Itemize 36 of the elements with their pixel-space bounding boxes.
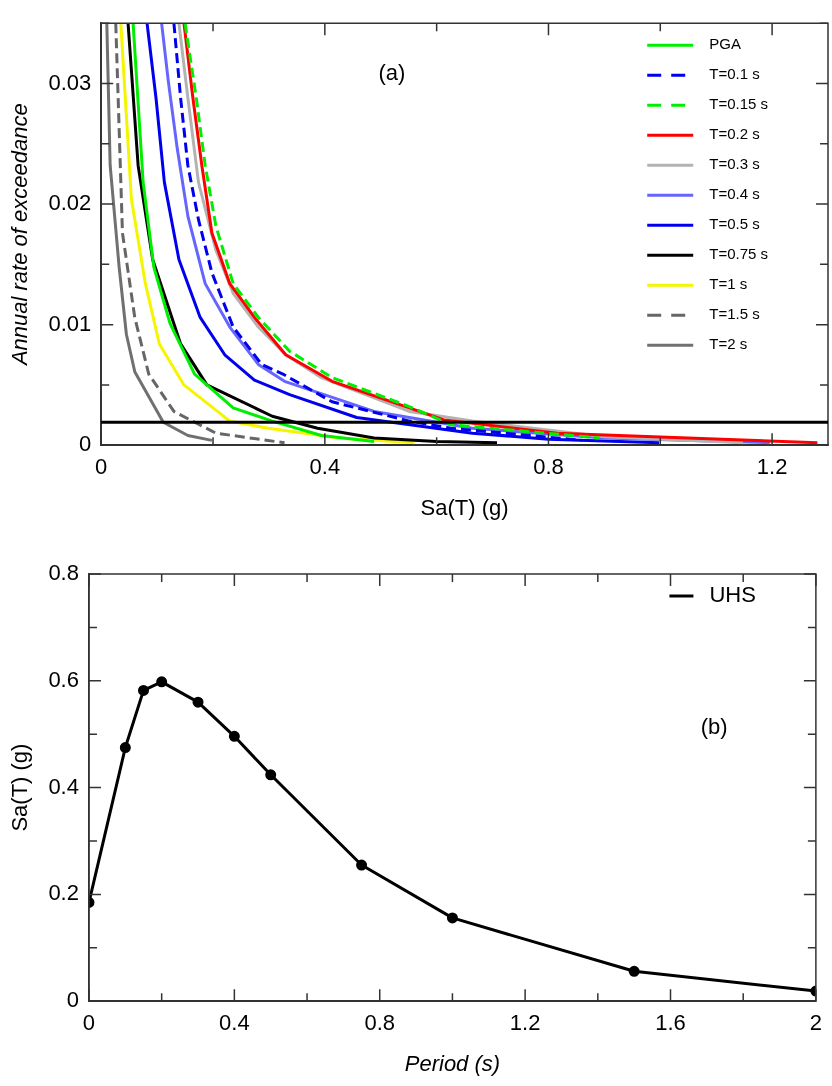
legend-label: T=0.15 s bbox=[709, 95, 769, 113]
annotation: (a) bbox=[378, 59, 406, 85]
legend-label: T=1 s bbox=[709, 275, 748, 293]
x-tick-label: 0.4 bbox=[219, 1010, 250, 1036]
y-tick-label: 0.02 bbox=[48, 190, 92, 216]
y-tick-label: 0.8 bbox=[48, 560, 79, 586]
legend-label: T=2 s bbox=[709, 335, 748, 353]
annotation: (b) bbox=[700, 713, 728, 739]
legend-label: T=1.5 s bbox=[709, 305, 760, 323]
legend-label: T=0.2 s bbox=[709, 125, 760, 143]
x-tick-label: 0.8 bbox=[364, 1010, 396, 1036]
x-tick-label: 1.2 bbox=[509, 1010, 541, 1036]
legend-label: PGA bbox=[709, 35, 741, 53]
legend-label: T=0.75 s bbox=[709, 245, 769, 263]
x-axis-title: Sa(T) (g) bbox=[420, 494, 509, 520]
x-tick-label: 0.4 bbox=[309, 454, 341, 480]
x-tick-label: 0 bbox=[95, 454, 108, 480]
y-tick-label: 0.6 bbox=[48, 666, 79, 692]
x-axis-title: Period (s) bbox=[404, 1050, 501, 1076]
legend-label: T=0.1 s bbox=[709, 65, 760, 83]
y-tick-label: 0.03 bbox=[48, 69, 92, 95]
y-tick-label: 0.01 bbox=[48, 310, 92, 336]
legend-label: T=0.4 s bbox=[709, 185, 760, 203]
x-tick-label: 0.8 bbox=[533, 454, 564, 480]
legend-label: T=0.5 s bbox=[709, 215, 760, 233]
legend-label: T=0.3 s bbox=[709, 155, 760, 173]
x-tick-label: 1.6 bbox=[655, 1010, 686, 1036]
y-axis-title: Annual rate of exceedance bbox=[7, 103, 33, 368]
y-tick-label: 0.2 bbox=[48, 880, 79, 906]
y-axis-title: Sa(T) (g) bbox=[7, 743, 33, 832]
x-tick-label: 2 bbox=[809, 1010, 823, 1036]
y-tick-label: 0 bbox=[66, 987, 79, 1013]
y-tick-label: 0 bbox=[78, 431, 92, 457]
y-tick-label: 0.4 bbox=[48, 773, 79, 799]
legend-label: UHS bbox=[709, 582, 756, 608]
x-tick-label: 1.2 bbox=[756, 454, 788, 480]
